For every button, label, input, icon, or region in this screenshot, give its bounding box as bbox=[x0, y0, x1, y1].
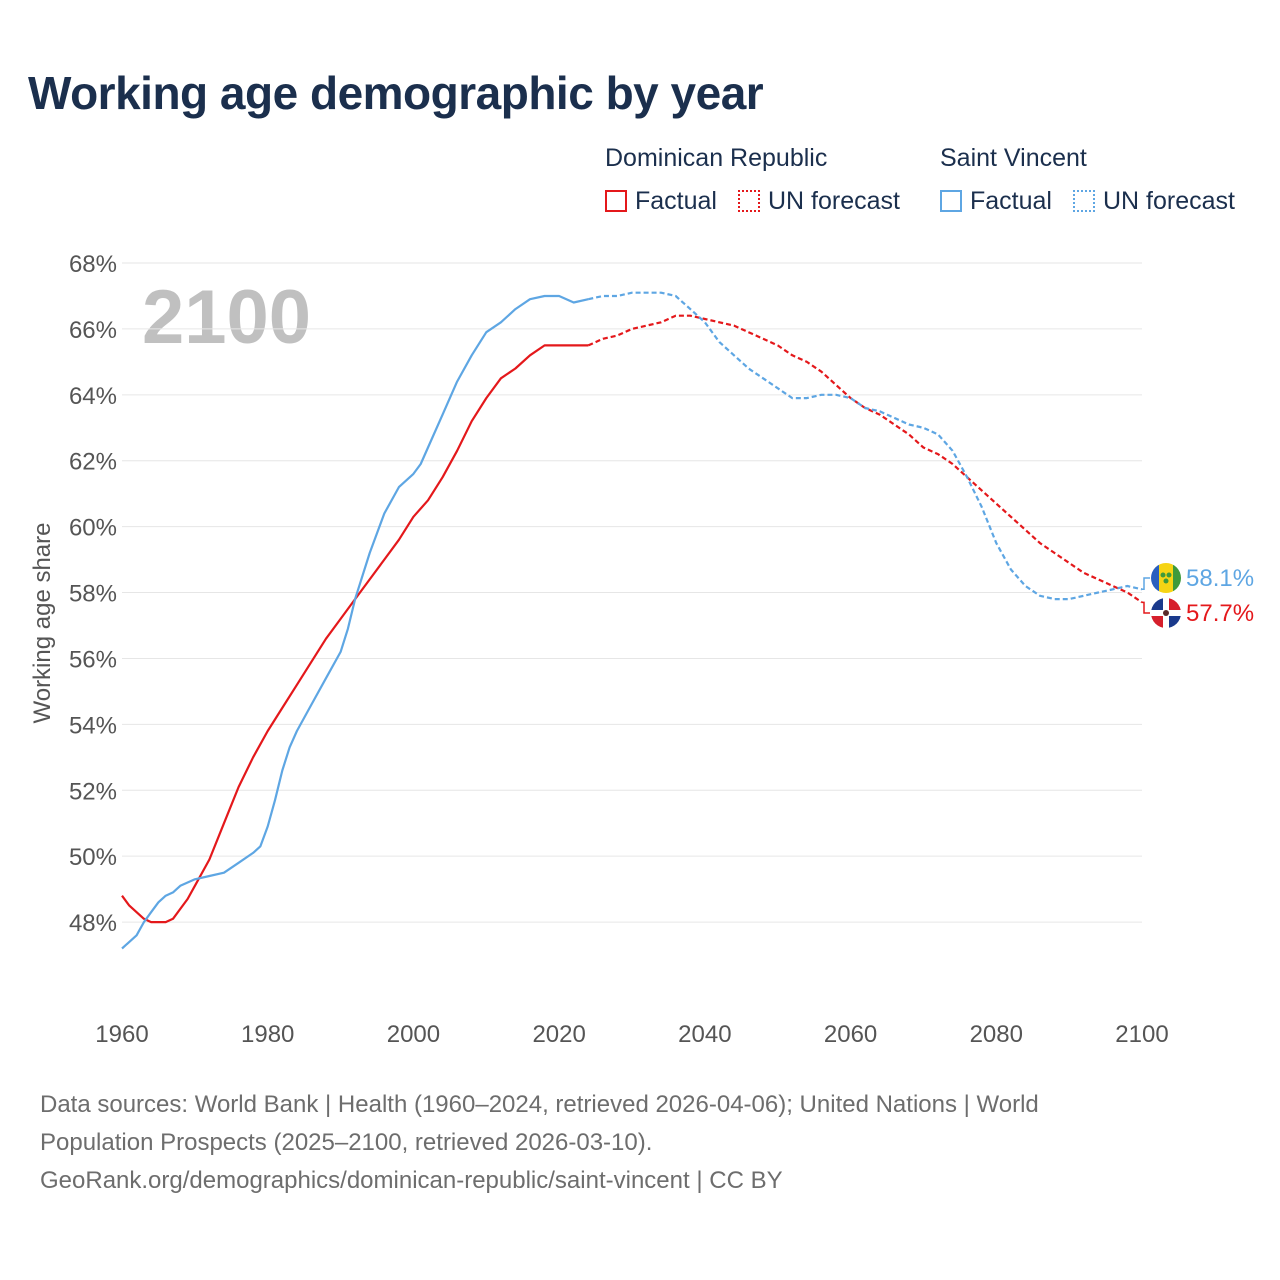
legend-group-saint-vincent: Saint Vincent bbox=[940, 144, 1087, 172]
legend-group-dominican-republic: Dominican Republic bbox=[605, 144, 828, 172]
legend-swatch-dr-factual bbox=[605, 190, 627, 212]
legend-label-sv-forecast: UN forecast bbox=[1103, 186, 1235, 215]
line-chart: 2100 48% 50% 52% 54% 56% 58% 60% 62% 64% 66% 68% 1… bbox=[29, 251, 1254, 1048]
y-tick-label: 48% bbox=[69, 910, 117, 937]
dominican-republic-flag-icon bbox=[1151, 598, 1181, 628]
y-tick-label: 52% bbox=[69, 778, 117, 805]
legend-swatch-dr-forecast bbox=[738, 190, 760, 212]
year-watermark: 2100 bbox=[142, 275, 311, 360]
x-tick-label: 1960 bbox=[95, 1021, 148, 1048]
x-tick-label: 2100 bbox=[1115, 1021, 1168, 1048]
legend-label-dr-factual: Factual bbox=[635, 186, 717, 215]
x-tick-label: 2040 bbox=[678, 1021, 731, 1048]
x-tick-label: 2080 bbox=[970, 1021, 1023, 1048]
legend-swatch-sv-forecast bbox=[1073, 190, 1095, 212]
y-tick-label: 60% bbox=[69, 515, 117, 542]
footer-line-1: Data sources: World Bank | Health (1960–… bbox=[40, 1091, 1039, 1118]
x-axis-ticks: 1960 1980 2000 2020 2040 2060 2080 2100 bbox=[95, 1021, 1168, 1048]
x-tick-label: 2060 bbox=[824, 1021, 877, 1048]
footer-line-2: Population Prospects (2025–2100, retriev… bbox=[40, 1129, 653, 1156]
data-sources-footer: Data sources: World Bank | Health (1960–… bbox=[40, 1086, 1240, 1200]
legend-item-dr-factual[interactable]: Factual bbox=[605, 186, 717, 216]
y-tick-label: 66% bbox=[69, 317, 117, 344]
saint-vincent-factual-line bbox=[121, 294, 589, 950]
saint-vincent-forecast-line bbox=[588, 291, 1143, 601]
dominican-republic-forecast-line bbox=[587, 314, 1143, 604]
dominican-republic-factual-line bbox=[121, 344, 589, 924]
y-tick-label: 64% bbox=[69, 383, 117, 410]
y-tick-label: 56% bbox=[69, 646, 117, 673]
saint-vincent-label-connector bbox=[1142, 577, 1150, 590]
legend-item-dr-forecast[interactable]: UN forecast bbox=[738, 186, 900, 216]
y-tick-label: 68% bbox=[69, 251, 117, 278]
x-tick-label: 2000 bbox=[387, 1021, 440, 1048]
saint-vincent-end-label: 58.1% bbox=[1186, 565, 1254, 592]
saint-vincent-flag-icon bbox=[1151, 563, 1181, 593]
legend-item-sv-factual[interactable]: Factual bbox=[940, 186, 1052, 216]
series-lines bbox=[121, 291, 1143, 950]
y-tick-label: 54% bbox=[69, 712, 117, 739]
chart-title: Working age demographic by year bbox=[28, 67, 764, 119]
footer-line-3[interactable]: GeoRank.org/demographics/dominican-repub… bbox=[40, 1167, 783, 1194]
y-axis-label: Working age share bbox=[29, 523, 56, 724]
y-tick-label: 58% bbox=[69, 581, 117, 608]
dominican-republic-end-label: 57.7% bbox=[1186, 600, 1254, 627]
y-tick-label: 50% bbox=[69, 844, 117, 871]
grid-lines bbox=[122, 262, 1142, 923]
x-tick-label: 1980 bbox=[241, 1021, 294, 1048]
y-tick-label: 62% bbox=[69, 449, 117, 476]
legend-swatch-sv-factual bbox=[940, 190, 962, 212]
dominican-republic-label-connector bbox=[1142, 601, 1150, 614]
legend-label-sv-factual: Factual bbox=[970, 186, 1052, 215]
end-labels: 57.7% 58.1% bbox=[1142, 565, 1254, 627]
legend-item-sv-forecast[interactable]: UN forecast bbox=[1073, 186, 1235, 216]
x-tick-label: 2020 bbox=[532, 1021, 585, 1048]
legend-label-dr-forecast: UN forecast bbox=[768, 186, 900, 215]
y-axis-ticks: 48% 50% 52% 54% 56% 58% 60% 62% 64% 66% 68% bbox=[69, 251, 117, 937]
